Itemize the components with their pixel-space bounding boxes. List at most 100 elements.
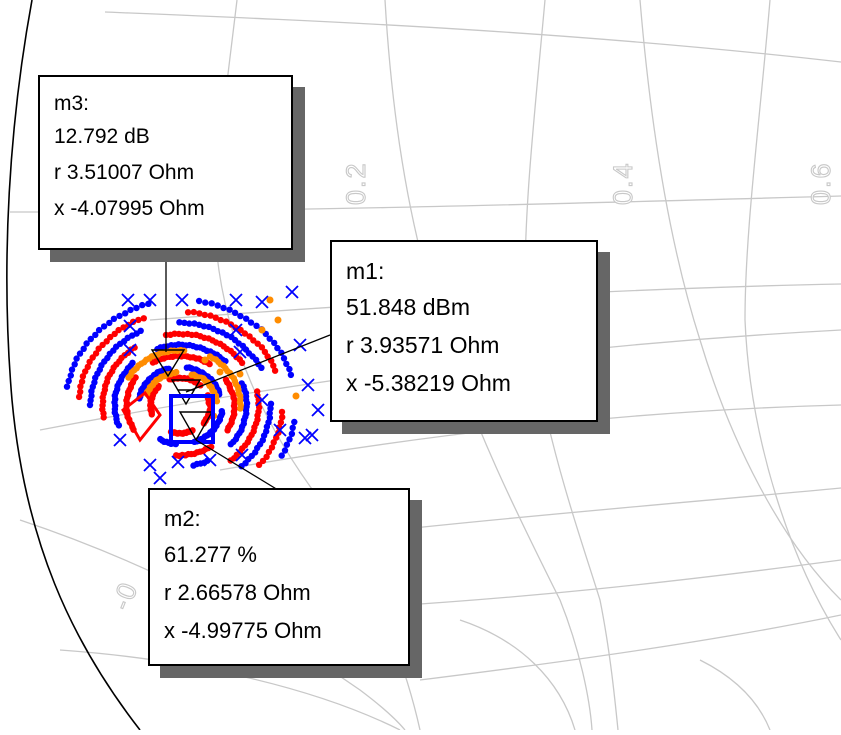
data-point-x — [233, 345, 247, 359]
data-point — [73, 355, 80, 362]
grid-line — [459, 619, 576, 731]
marker-m1-value: 51.848 dBm — [346, 294, 471, 320]
data-point — [191, 320, 198, 327]
data-point — [79, 373, 87, 380]
data-point — [247, 319, 255, 326]
data-point — [63, 383, 71, 390]
data-point — [277, 419, 285, 426]
data-point — [200, 323, 208, 330]
data-point — [253, 322, 260, 329]
data-point — [181, 319, 188, 326]
data-point — [283, 441, 291, 448]
data-point — [77, 388, 84, 395]
data-point — [186, 320, 193, 327]
data-point — [190, 308, 197, 316]
tick-label: 0.4 — [608, 161, 638, 205]
data-point-x — [305, 428, 319, 442]
data-point — [258, 344, 266, 351]
data-point — [110, 315, 118, 322]
data-point-x — [255, 295, 269, 309]
data-point — [271, 367, 279, 374]
data-point — [223, 318, 230, 325]
data-point — [65, 377, 72, 385]
data-point — [265, 448, 273, 456]
data-point — [266, 296, 274, 304]
data-point — [195, 297, 203, 305]
grid-line — [419, 614, 841, 681]
data-point — [241, 330, 248, 337]
marker-highlight-square — [169, 394, 215, 444]
data-point-x — [123, 319, 137, 333]
data-point — [220, 304, 227, 312]
data-point — [214, 302, 221, 309]
data-points — [63, 285, 325, 485]
data-point — [278, 408, 286, 416]
data-point-x — [171, 455, 185, 469]
data-point-x — [235, 448, 249, 462]
data-point — [213, 398, 221, 405]
data-point — [237, 326, 244, 334]
data-point — [92, 350, 100, 357]
data-point — [264, 353, 271, 360]
data-point — [243, 315, 250, 322]
data-point — [237, 405, 244, 412]
data-point — [216, 368, 224, 376]
data-point — [238, 463, 245, 470]
data-point — [289, 424, 296, 431]
data-point — [255, 461, 263, 468]
data-point-x — [255, 393, 269, 407]
leader-m1 — [185, 334, 331, 393]
marker-highlight-diamond — [121, 390, 162, 443]
data-point — [250, 337, 257, 344]
marker-m1-reactance: x -5.38219 Ohm — [346, 370, 511, 396]
data-point — [202, 299, 209, 306]
tick-label: -0 — [106, 577, 144, 614]
data-point — [103, 338, 110, 345]
data-point — [67, 372, 75, 379]
marker-m2-reactance: x -4.99775 Ohm — [164, 618, 322, 643]
data-point-x — [273, 423, 287, 437]
data-point — [116, 312, 123, 320]
data-point-x — [153, 471, 167, 485]
data-point — [271, 339, 278, 347]
data-point — [129, 359, 136, 366]
data-point — [190, 462, 197, 469]
data-point — [291, 418, 298, 426]
data-point — [132, 374, 139, 381]
data-point — [214, 328, 221, 335]
data-point — [267, 400, 275, 407]
data-point — [173, 368, 180, 376]
data-point — [75, 393, 83, 401]
tick-label: 0.6 — [806, 161, 836, 205]
marker-m1-resistance: r 3.93571 Ohm — [346, 332, 500, 358]
data-point — [165, 365, 172, 372]
data-point — [231, 309, 239, 316]
data-point — [279, 414, 286, 421]
data-point — [196, 310, 203, 317]
data-point — [200, 420, 208, 427]
marker-m3-readout: m3: 12.792 dB r 3.51007 Ohm x -4.07995 O… — [38, 75, 293, 250]
data-point — [258, 326, 266, 334]
data-point — [68, 366, 76, 373]
data-point — [207, 312, 214, 319]
marker-m3-resistance: r 3.51007 Ohm — [54, 161, 195, 184]
data-point — [236, 370, 244, 378]
data-point-x — [175, 293, 189, 307]
data-point — [278, 452, 285, 459]
data-point — [286, 365, 293, 373]
data-point — [133, 304, 140, 312]
data-point — [226, 306, 233, 313]
data-point — [95, 326, 103, 334]
data-point-x — [229, 323, 243, 337]
data-point — [107, 333, 114, 341]
data-point — [83, 340, 90, 347]
data-point-x — [143, 458, 157, 472]
data-point — [99, 341, 106, 349]
data-point — [292, 392, 300, 400]
data-point — [122, 310, 129, 317]
data-point-x — [301, 378, 315, 392]
data-point — [270, 362, 277, 369]
data-point — [280, 355, 288, 362]
smith-outer-boundary — [6, 0, 141, 731]
